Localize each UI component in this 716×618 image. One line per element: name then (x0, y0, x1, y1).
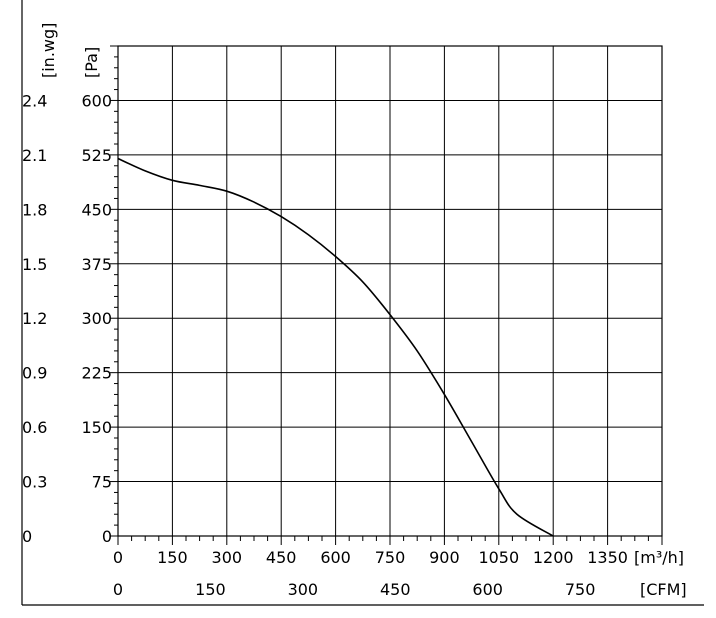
y-secondary-tick-label: 1.8 (22, 200, 47, 219)
y-secondary-tick-label: 0.6 (22, 418, 47, 437)
x-tick-labels: 0 150 300 450 600 750 900 1050 1200 1350 (113, 548, 628, 567)
x-secondary-tick-label: 600 (472, 580, 503, 599)
y-tick-label: 225 (81, 364, 112, 383)
y-tick-label: 375 (81, 255, 112, 274)
minor-ticks (110, 45, 663, 545)
x-tick-label: 1050 (478, 548, 519, 567)
x-tick-label: 1200 (533, 548, 574, 567)
y-tick-label: 75 (92, 473, 112, 492)
y-secondary-tick-label: 2.4 (22, 91, 47, 110)
x-tick-label: 300 (212, 548, 243, 567)
y-secondary-tick-label: 1.2 (22, 309, 47, 328)
x-secondary-tick-label: 750 (565, 580, 596, 599)
x-tick-label: 600 (320, 548, 351, 567)
y-secondary-tick-labels: 0 0.3 0.6 0.9 1.2 1.5 1.8 2.1 2.4 (22, 91, 47, 546)
x-secondary-tick-label: 300 (288, 580, 319, 599)
y-tick-label: 150 (81, 418, 112, 437)
left-frame (21, 0, 704, 606)
y-secondary-tick-label: 1.5 (22, 255, 47, 274)
grid (118, 46, 662, 536)
y-axis-secondary-label: [in.wg] (39, 23, 58, 78)
x-tick-label: 450 (266, 548, 297, 567)
x-secondary-tick-labels: 0 150 300 450 600 750 (113, 580, 595, 599)
fan-curve-line (117, 157, 554, 537)
y-secondary-tick-label: 2.1 (22, 146, 47, 165)
x-tick-label: 0 (113, 548, 123, 567)
x-secondary-tick-label: 450 (380, 580, 411, 599)
y-secondary-tick-label: 0 (22, 527, 32, 546)
y-tick-label: 525 (81, 146, 112, 165)
x-secondary-tick-label: 0 (113, 580, 123, 599)
y-tick-label: 300 (81, 309, 112, 328)
y-tick-label: 0 (102, 527, 112, 546)
y-tick-label: 600 (81, 91, 112, 110)
x-axis-label: [m³/h] (634, 548, 684, 567)
x-tick-label: 1350 (587, 548, 628, 567)
x-tick-label: 900 (429, 548, 460, 567)
y-secondary-tick-label: 0.9 (22, 364, 47, 383)
series-layer (117, 157, 554, 537)
y-secondary-tick-label: 0.3 (22, 473, 47, 492)
x-secondary-tick-label: 150 (195, 580, 226, 599)
y-tick-labels: 0 75 150 225 300 375 450 525 600 (81, 91, 112, 546)
x-axis-secondary-label: [CFM] (640, 580, 687, 599)
x-tick-label: 750 (375, 548, 406, 567)
x-tick-label: 150 (157, 548, 188, 567)
y-tick-label: 450 (81, 200, 112, 219)
y-axis-label: [Pa] (82, 47, 101, 78)
